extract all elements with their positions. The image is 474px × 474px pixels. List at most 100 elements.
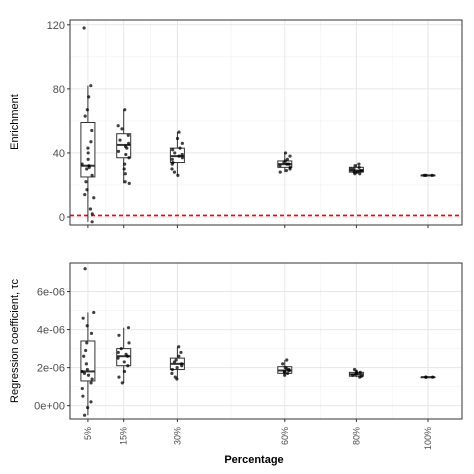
data-point [170, 157, 174, 161]
x-tick-label: 60% [280, 427, 290, 445]
panel-enrichment: 0 40 80 120 Enrichment [9, 19, 463, 228]
data-point [126, 364, 130, 368]
points-enrichment [80, 26, 434, 224]
data-point [85, 108, 89, 112]
x-tick-label: 80% [351, 427, 361, 445]
data-point [83, 413, 87, 417]
data-point [170, 162, 174, 166]
data-point [84, 348, 88, 353]
data-point [84, 362, 89, 366]
y-tick-label: 4e-06 [37, 325, 65, 337]
data-point [82, 354, 86, 358]
data-point [122, 369, 127, 374]
data-point [116, 149, 121, 153]
x-tick-label: 5% [83, 427, 93, 440]
data-point [285, 371, 290, 375]
data-point [127, 141, 131, 145]
data-point [287, 368, 291, 373]
data-point [358, 172, 362, 176]
data-point [116, 124, 120, 128]
data-point [85, 341, 89, 345]
data-point [116, 356, 120, 360]
data-point [357, 162, 361, 166]
x-axis-title: Percentage [224, 454, 283, 466]
data-point [358, 370, 362, 374]
data-point [127, 156, 131, 160]
data-point [123, 162, 127, 166]
y-axis-title-regression: Regression coefficient, τc [9, 279, 21, 403]
data-point [86, 373, 91, 377]
data-point [349, 167, 353, 171]
data-point [351, 373, 355, 377]
data-point [89, 84, 93, 88]
data-point [85, 188, 89, 192]
data-point [173, 151, 177, 155]
data-point [288, 167, 292, 171]
data-point [86, 146, 90, 150]
x-tick-label: 15% [119, 427, 129, 445]
data-point [82, 371, 86, 375]
data-point [90, 220, 94, 224]
data-point [126, 326, 131, 330]
data-point [125, 146, 129, 150]
data-point [170, 367, 174, 372]
data-point [175, 366, 179, 370]
y-tick-label: 80 [53, 84, 65, 96]
x-tick-label: 100% [423, 427, 433, 450]
data-point [85, 167, 89, 171]
data-point [85, 367, 90, 372]
frame-regression [69, 262, 463, 422]
data-point [172, 170, 177, 174]
data-point [122, 360, 126, 364]
data-point [178, 146, 182, 150]
data-point [89, 331, 94, 335]
data-point [81, 394, 85, 398]
data-point [285, 358, 289, 362]
data-point [89, 400, 93, 404]
y-tick-label: 0 [59, 212, 65, 224]
data-point [90, 173, 94, 177]
data-point [89, 140, 93, 144]
data-point [353, 164, 357, 168]
data-point [282, 370, 286, 374]
data-point [80, 369, 84, 374]
data-point [424, 375, 428, 379]
panel-background [70, 20, 462, 225]
data-point [86, 157, 90, 161]
y-tick-label: 0e+00 [34, 401, 65, 413]
data-point [86, 151, 90, 155]
data-point [86, 405, 90, 410]
yticks-regression: 0e+00 2e-06 4e-06 6e-06 [34, 287, 70, 413]
data-point [175, 377, 179, 381]
data-point [127, 341, 131, 345]
data-point [180, 364, 184, 368]
data-point [124, 152, 128, 157]
data-point [88, 207, 93, 211]
y-tick-label: 6e-06 [37, 287, 65, 299]
data-point [278, 164, 282, 168]
data-point [357, 165, 361, 169]
data-point [278, 170, 282, 174]
data-point [82, 26, 86, 30]
data-point [81, 316, 85, 320]
gridlines-enrichment [70, 20, 462, 225]
x-axis-ticks: 5% 15% 30% 60% 80% 100% [83, 427, 433, 450]
data-point [353, 172, 357, 176]
data-point [90, 377, 94, 381]
data-point [87, 165, 91, 169]
y-tick-label: 120 [47, 20, 65, 32]
data-point [180, 141, 184, 145]
data-point [353, 372, 358, 376]
data-point [431, 375, 435, 379]
data-point [126, 133, 130, 137]
panel-regression: 0e+00 2e-06 4e-06 6e-06 Regression coeffici… [9, 262, 463, 422]
data-point [170, 371, 174, 375]
data-point [281, 362, 285, 366]
data-point [117, 333, 121, 337]
data-point [89, 381, 93, 385]
data-point [120, 381, 124, 385]
data-point [170, 167, 174, 171]
data-point [83, 114, 87, 118]
data-point [172, 360, 177, 364]
data-point [127, 181, 131, 185]
